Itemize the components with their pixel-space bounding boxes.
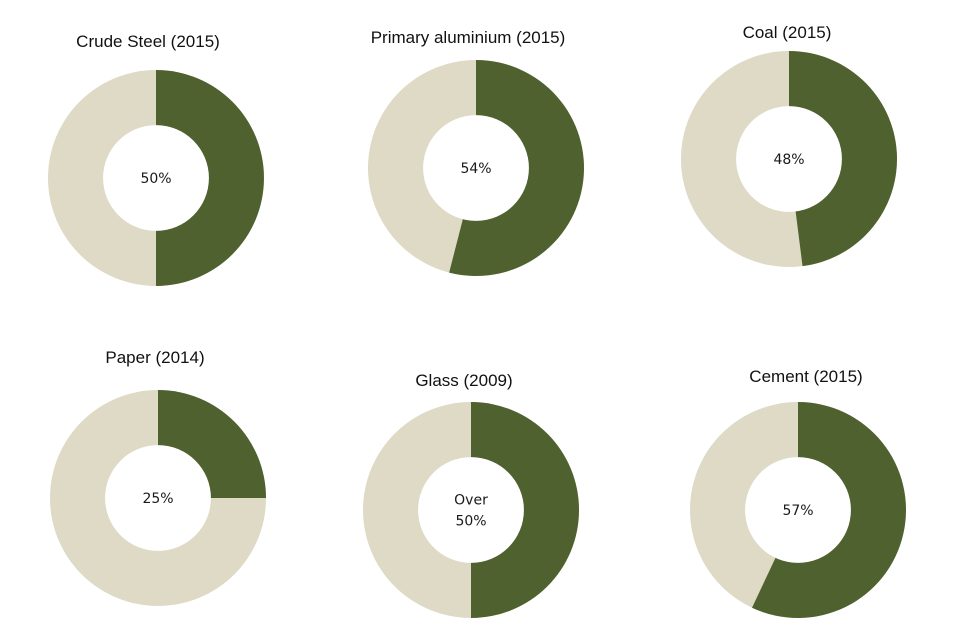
chart-title: Cement (2015): [749, 367, 862, 386]
donut-chart: Glass (2009) Over 50%: [363, 371, 579, 618]
donut-chart: Cement (2015) 57%: [690, 367, 906, 619]
donut-chart: Paper (2014) 25%: [50, 348, 266, 606]
chart-title: Primary aluminium (2015): [371, 28, 566, 47]
center-label: Over: [454, 493, 488, 509]
chart-title: Paper (2014): [105, 348, 204, 367]
donut-hole: [105, 445, 211, 551]
donut-hole: [745, 457, 851, 563]
center-label: 48%: [773, 152, 804, 168]
donut-chart: Primary aluminium (2015) 54%: [368, 28, 584, 276]
donut-chart: Crude Steel (2015) 50%: [48, 32, 264, 286]
chart-title: Glass (2009): [415, 371, 512, 390]
share-slice: [156, 70, 264, 286]
share-slice: [789, 51, 897, 267]
chart-title: Coal (2015): [743, 23, 832, 42]
center-label: 54%: [460, 161, 491, 177]
center-label: 57%: [782, 503, 813, 519]
donut-hole: [423, 115, 529, 221]
donut-hole: [103, 125, 209, 231]
donut-chart: Coal (2015) 48%: [681, 23, 897, 267]
center-label: 25%: [142, 491, 173, 507]
center-label: 50%: [455, 514, 486, 530]
center-label: 50%: [140, 171, 171, 187]
donut-hole: [736, 106, 842, 212]
share-slice: [471, 402, 579, 618]
donut-hole: [418, 457, 524, 563]
chart-title: Crude Steel (2015): [76, 32, 220, 51]
